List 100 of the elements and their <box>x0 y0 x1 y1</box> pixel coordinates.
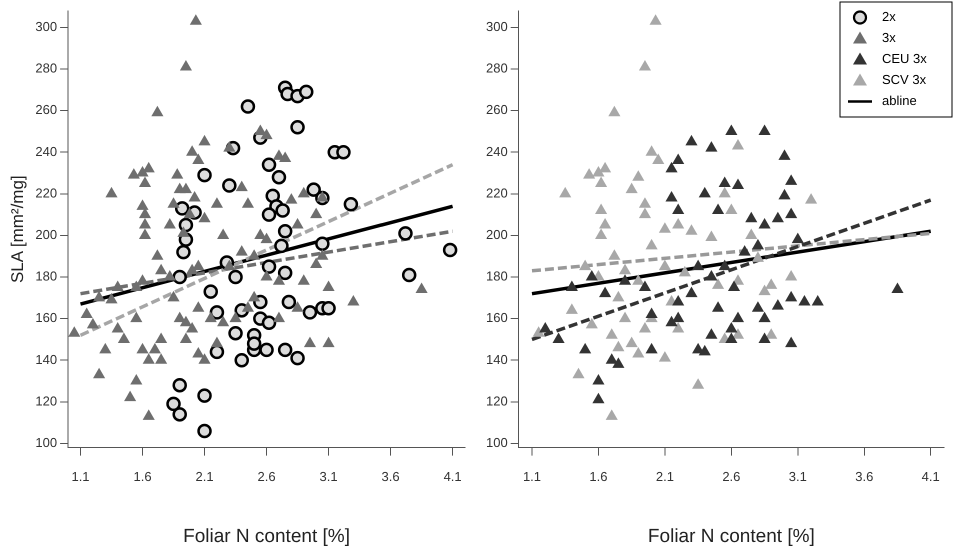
point <box>608 249 620 260</box>
point <box>685 286 698 298</box>
point <box>785 290 798 302</box>
point <box>752 251 764 262</box>
point <box>626 182 638 194</box>
y-tick-label: 280 <box>35 60 58 76</box>
point <box>612 340 624 352</box>
point <box>678 266 691 276</box>
point <box>586 318 598 328</box>
point <box>758 218 771 229</box>
point <box>566 303 578 314</box>
point <box>712 278 724 289</box>
point <box>758 124 771 135</box>
point <box>583 168 596 179</box>
point <box>725 322 738 333</box>
legend-label: 3x <box>882 30 896 46</box>
point <box>658 351 671 362</box>
y-tick-label: 300 <box>35 19 58 34</box>
point <box>805 193 818 204</box>
point <box>632 170 644 181</box>
point <box>638 60 652 70</box>
point <box>705 328 718 339</box>
y-tick-label: 280 <box>486 60 508 76</box>
point <box>732 139 744 150</box>
point <box>658 260 671 270</box>
point <box>672 295 684 306</box>
x-tick-label: 2.6 <box>722 468 740 484</box>
x-tick-label: 4.1 <box>444 468 462 484</box>
point <box>785 270 798 281</box>
y-tick-label: 300 <box>486 19 508 34</box>
point <box>745 228 758 239</box>
x-tick-label: 2.6 <box>258 468 276 484</box>
point <box>672 322 684 333</box>
y-tick-label: 120 <box>486 393 508 408</box>
point <box>586 270 598 281</box>
x-axis-title: Foliar N content [%] <box>183 526 350 547</box>
x-tick-label: 1.1 <box>522 468 542 484</box>
point <box>665 162 678 172</box>
y-axis-title: SLA [mm²/mg] <box>8 175 27 284</box>
point <box>618 312 632 322</box>
point <box>595 176 608 187</box>
point <box>718 186 731 198</box>
point <box>618 264 632 274</box>
point <box>712 301 724 312</box>
point <box>579 342 592 354</box>
y-tick-label: 160 <box>35 310 58 326</box>
point <box>685 224 698 235</box>
point <box>658 222 671 233</box>
point <box>705 230 718 242</box>
point <box>745 212 758 222</box>
point <box>638 280 652 291</box>
legend-label: SCV 3x <box>882 72 927 88</box>
point <box>705 270 718 281</box>
point <box>732 312 744 322</box>
point <box>672 154 684 164</box>
y-tick-label: 120 <box>35 393 58 408</box>
point <box>599 162 612 172</box>
point <box>595 228 608 239</box>
point <box>665 316 678 326</box>
point <box>718 176 731 187</box>
point <box>778 188 791 200</box>
point <box>725 332 738 343</box>
point <box>738 245 751 256</box>
y-tick-label: 140 <box>35 352 58 367</box>
y-tick-label: 220 <box>486 185 508 200</box>
point <box>692 260 704 270</box>
point <box>638 197 652 208</box>
point <box>752 301 764 312</box>
y-tick-label: 160 <box>486 310 508 326</box>
point <box>612 357 624 368</box>
point <box>772 299 784 310</box>
x-tick-label: 3.6 <box>855 468 874 484</box>
point <box>891 282 904 294</box>
point <box>758 332 771 343</box>
point <box>712 203 724 214</box>
point <box>638 208 652 218</box>
y-tick-label: 240 <box>35 144 58 159</box>
point <box>592 374 604 385</box>
point <box>646 145 658 156</box>
point <box>812 295 824 306</box>
point <box>646 238 658 250</box>
point <box>608 106 620 116</box>
y-tick-label: 180 <box>486 268 508 284</box>
point <box>778 149 791 160</box>
point <box>718 260 731 270</box>
point <box>672 312 684 322</box>
y-tick-label: 200 <box>35 227 58 242</box>
point <box>566 280 578 291</box>
x-axis-title: Foliar N content [%] <box>648 526 815 547</box>
legend-label: abline <box>882 93 917 108</box>
point <box>785 174 798 185</box>
point <box>725 203 738 214</box>
point <box>698 186 711 198</box>
x-tick-label: 3.1 <box>788 468 807 484</box>
point <box>572 368 585 378</box>
y-tick-label: 200 <box>486 227 508 242</box>
point <box>646 307 658 318</box>
y-tick-label: 260 <box>486 102 508 118</box>
point <box>650 14 662 25</box>
point <box>785 208 798 218</box>
